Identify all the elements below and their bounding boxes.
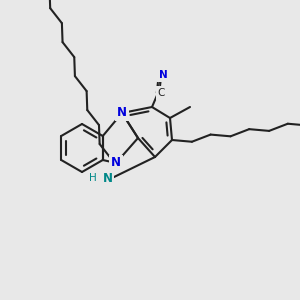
Text: N: N <box>117 106 127 119</box>
Text: N: N <box>111 157 121 169</box>
Text: C: C <box>157 88 165 98</box>
Text: N: N <box>159 70 167 80</box>
Text: N: N <box>103 172 113 184</box>
Text: H: H <box>89 173 97 183</box>
